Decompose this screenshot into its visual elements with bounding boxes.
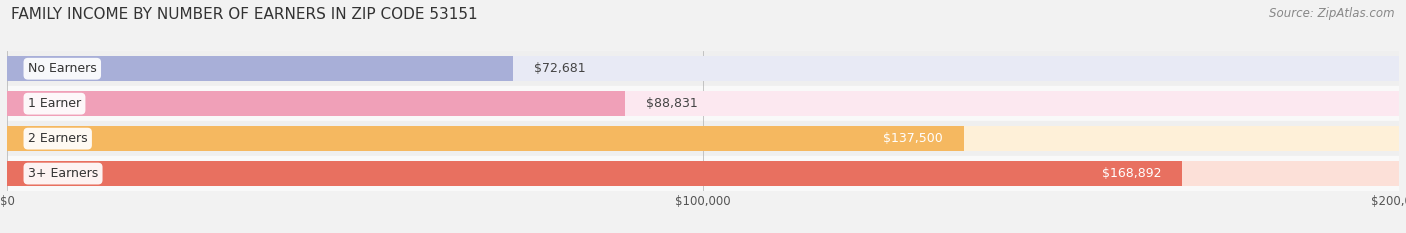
Bar [7, 91, 626, 116]
Text: $137,500: $137,500 [883, 132, 943, 145]
Bar [7, 51, 1399, 86]
Bar [7, 56, 1399, 81]
Bar [7, 121, 1399, 156]
Bar [7, 161, 1399, 186]
Bar [7, 126, 965, 151]
Bar [7, 161, 1182, 186]
Text: $168,892: $168,892 [1102, 167, 1161, 180]
Text: 3+ Earners: 3+ Earners [28, 167, 98, 180]
Text: 2 Earners: 2 Earners [28, 132, 87, 145]
Text: No Earners: No Earners [28, 62, 97, 75]
Text: 1 Earner: 1 Earner [28, 97, 82, 110]
Bar [7, 91, 1399, 116]
Bar [7, 126, 1399, 151]
Bar [7, 86, 1399, 121]
Text: FAMILY INCOME BY NUMBER OF EARNERS IN ZIP CODE 53151: FAMILY INCOME BY NUMBER OF EARNERS IN ZI… [11, 7, 478, 22]
Bar [7, 156, 1399, 191]
Text: $88,831: $88,831 [647, 97, 697, 110]
Text: $72,681: $72,681 [534, 62, 585, 75]
Text: Source: ZipAtlas.com: Source: ZipAtlas.com [1270, 7, 1395, 20]
Bar [7, 56, 513, 81]
